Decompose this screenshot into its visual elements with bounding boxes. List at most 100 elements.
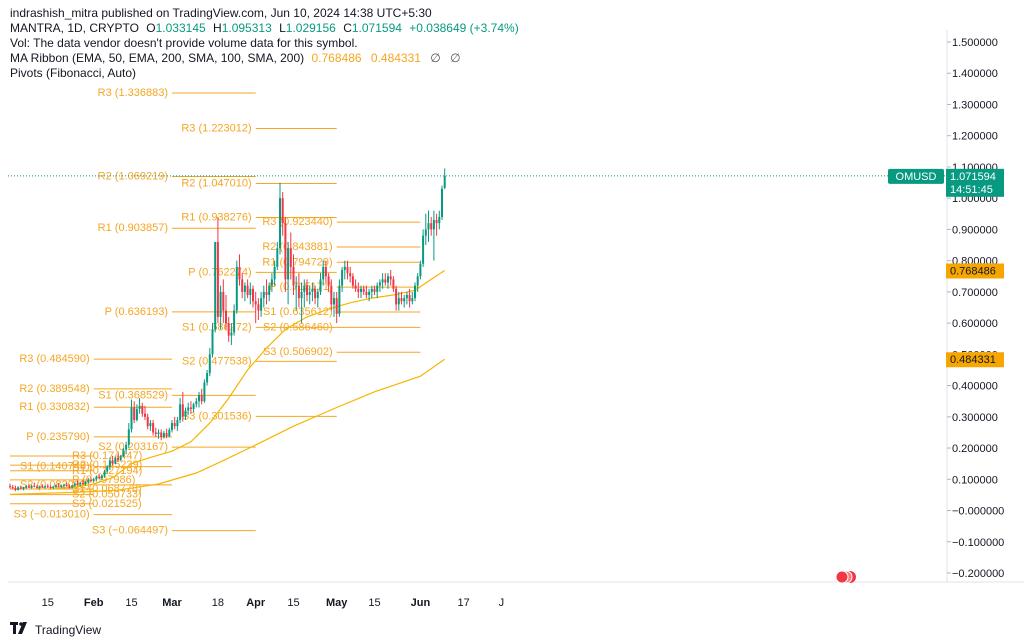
candle-body (322, 266, 325, 280)
ma-badge-2 (946, 352, 1004, 368)
candle-body (378, 282, 381, 286)
candle-body (222, 291, 225, 311)
footer: TradingView (10, 622, 101, 637)
candle-body (73, 483, 76, 486)
candle-body (17, 487, 20, 490)
candle-body (171, 423, 173, 430)
y-tick-label: −0.200000 (952, 568, 1004, 580)
candle-body (397, 298, 400, 305)
candle-body (125, 444, 128, 450)
candle-body (100, 475, 103, 479)
candle-body (14, 488, 17, 490)
candle-body (260, 298, 263, 311)
candle-body (65, 484, 68, 487)
candle-body (216, 241, 219, 317)
candle-body (44, 486, 47, 488)
low-value: 1.029156 (285, 21, 336, 35)
candle-body (376, 285, 379, 292)
candle-body (84, 481, 87, 484)
candle-body (354, 285, 357, 289)
candle-body (219, 291, 222, 317)
candle-body (95, 476, 98, 480)
candle-body (438, 216, 441, 224)
candle-body (319, 279, 322, 292)
candle-body (133, 407, 136, 420)
candle-body (252, 288, 254, 302)
candle-body (60, 485, 63, 487)
pivot-label: S3 (−0.064497) (92, 525, 168, 537)
candle-body (200, 394, 203, 402)
candle-body (311, 288, 314, 292)
tradingview-logo-icon[interactable] (10, 622, 30, 637)
pivot-label: S3 (−0.013010) (14, 509, 90, 521)
candle-body (254, 301, 257, 305)
x-tick-label: 15 (42, 597, 54, 609)
change-value: +0.038649 (+3.74%) (409, 21, 519, 35)
candle-body (341, 270, 344, 286)
candle-body (230, 332, 233, 336)
candle-body (27, 486, 30, 488)
candle-body (68, 486, 71, 488)
symbol-badge-label: OMUSD (896, 171, 937, 183)
x-tick-label: J (499, 597, 505, 609)
candle-body (106, 466, 109, 472)
candle-body (98, 476, 101, 479)
close-label: C (343, 21, 352, 35)
candle-body (338, 285, 341, 314)
candle-body (11, 487, 14, 489)
candle-body (149, 423, 152, 427)
candle-body (33, 485, 36, 487)
candle-body (114, 458, 117, 464)
pivot-label: S1 (0.368529) (98, 389, 168, 401)
candle-body (9, 486, 11, 488)
ma-badge-1 (946, 263, 1004, 279)
candle-body (443, 175, 446, 188)
high-label: H (213, 21, 222, 35)
ma-line-2 (9, 358, 446, 495)
candle-body (168, 429, 171, 437)
candle-body (281, 198, 284, 224)
candle-body (238, 266, 241, 280)
x-tick-label: 15 (125, 597, 137, 609)
ma-badge-label-1: 0.768486 (950, 265, 996, 277)
symbol-badge (888, 168, 944, 184)
candle-body (249, 288, 252, 296)
open-value: 1.033145 (155, 21, 206, 35)
candle-body (165, 433, 168, 437)
candle-body (179, 404, 182, 420)
candle-body (38, 486, 41, 489)
candle-body (270, 279, 273, 286)
candle-body (314, 288, 317, 299)
candle-body (424, 229, 427, 236)
x-tick-label: Mar (162, 597, 182, 609)
candle-body (289, 248, 292, 267)
candle-body (279, 198, 281, 249)
candle-body (265, 291, 268, 296)
candle-body (357, 288, 360, 292)
candle-body (395, 288, 398, 305)
y-tick-label: 0.400000 (952, 381, 998, 393)
footer-brand: TradingView (35, 622, 102, 637)
ma-ribbon-name: MA Ribbon (EMA, 50, EMA, 200, SMA, 100, … (10, 51, 305, 65)
candle-body (324, 266, 327, 277)
candle-body (63, 484, 65, 486)
candle-body (122, 449, 125, 457)
candle-body (370, 288, 373, 292)
candle-body (306, 285, 308, 296)
pivot-label: R1 (0.938276) (181, 211, 251, 223)
pivot-label: R1 (0.903857) (98, 222, 168, 234)
candle-body (135, 409, 138, 420)
candle-body (362, 288, 365, 292)
pivot-label: R2 (1.069219) (98, 171, 168, 183)
x-tick-label: 18 (212, 597, 224, 609)
candle-body (30, 485, 33, 488)
volume-legend: Vol: The data vendor doesn't provide vol… (10, 36, 358, 50)
last-price-badge (946, 168, 1004, 197)
candle-body (316, 291, 319, 299)
candle-body (300, 291, 303, 299)
candle-body (90, 479, 92, 481)
candle-body (392, 279, 395, 289)
candle-body (389, 276, 392, 280)
candle-body (387, 276, 389, 283)
